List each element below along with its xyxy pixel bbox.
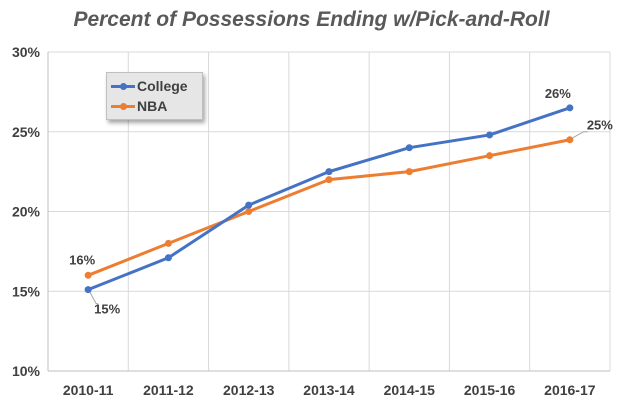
series-line-nba xyxy=(86,138,572,277)
data-point-nba xyxy=(164,239,172,247)
y-tick-label: 15% xyxy=(12,283,41,299)
data-point-college xyxy=(164,254,172,262)
data-point-college xyxy=(486,131,494,139)
data-point-nba xyxy=(486,152,494,160)
data-point-nba xyxy=(405,168,413,176)
data-point-college xyxy=(325,168,333,176)
series xyxy=(84,104,574,294)
legend-entry-college: College xyxy=(111,76,202,96)
x-tick-labels: 2010-11 2011-12 2012-13 2013-14 2014-15 2015-… xyxy=(63,382,596,398)
x-tick-label: 2016-17 xyxy=(544,382,596,398)
data-point-college xyxy=(405,144,413,152)
gridlines xyxy=(48,51,611,371)
legend-swatch-nba xyxy=(111,100,135,112)
legend-label-nba: NBA xyxy=(137,98,168,114)
chart-title: Percent of Possessions Ending w/Pick-and… xyxy=(73,8,550,31)
series-line-college xyxy=(86,106,572,292)
data-label-nba: 16% xyxy=(69,252,95,267)
label-leader-line xyxy=(89,292,99,305)
legend-entry-nba: NBA xyxy=(111,96,202,116)
data-point-nba xyxy=(325,176,333,184)
legend-label-college: College xyxy=(137,78,188,94)
label-leader-line xyxy=(572,131,588,139)
data-point-college xyxy=(245,201,253,209)
data-point-nba xyxy=(84,271,92,279)
axes xyxy=(47,52,610,372)
x-tick-label: 2012-13 xyxy=(223,382,275,398)
y-tick-labels: 10% 15% 20% 25% 30% xyxy=(12,44,41,379)
x-tick-label: 2010-11 xyxy=(63,382,114,398)
y-tick-label: 20% xyxy=(12,204,41,220)
data-label-college: 26% xyxy=(545,86,571,101)
y-tick-label: 10% xyxy=(12,363,41,379)
legend: College NBA xyxy=(106,72,203,120)
data-point-college xyxy=(84,286,92,294)
data-label-nba: 25% xyxy=(587,118,613,133)
x-tick-label: 2015-16 xyxy=(464,382,516,398)
x-tick-label: 2013-14 xyxy=(303,382,355,398)
y-tick-label: 25% xyxy=(12,124,41,140)
y-tick-label: 30% xyxy=(12,44,41,60)
x-tick-label: 2011-12 xyxy=(143,382,194,398)
data-point-nba xyxy=(566,136,574,144)
x-tick-label: 2014-15 xyxy=(384,382,436,398)
data-point-college xyxy=(566,104,574,112)
legend-swatch-college xyxy=(111,80,135,92)
data-labels: 15% 26% 16% 25% xyxy=(69,86,613,317)
data-point-nba xyxy=(245,208,253,215)
data-label-college: 15% xyxy=(94,302,120,317)
